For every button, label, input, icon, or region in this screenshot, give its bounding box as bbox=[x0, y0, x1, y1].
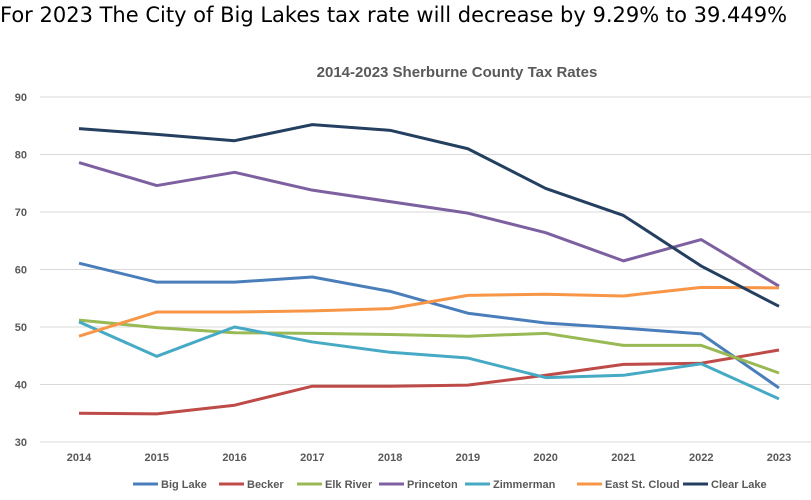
series-line-clear-lake bbox=[78, 123, 780, 308]
headline: For 2023 The City of Big Lakes tax rate … bbox=[0, 3, 788, 27]
y-tick-label: 60 bbox=[15, 265, 27, 277]
series-line-elk-river bbox=[78, 318, 780, 375]
series-line-east-st-cloud bbox=[78, 285, 780, 338]
y-tick-label: 80 bbox=[15, 150, 27, 162]
legend-label: East St. Cloud bbox=[605, 479, 680, 491]
x-tick-label: 2020 bbox=[533, 452, 557, 464]
legend-item: Becker bbox=[219, 479, 284, 491]
y-tick-label: 30 bbox=[15, 437, 27, 449]
legend-label: Big Lake bbox=[161, 479, 207, 491]
gridlines bbox=[40, 96, 811, 443]
legend-label: Elk River bbox=[325, 479, 373, 491]
series-line-princeton bbox=[78, 161, 780, 288]
legend-item: Elk River bbox=[297, 479, 373, 491]
y-axis: 30 40 50 60 70 80 90 bbox=[15, 92, 27, 449]
y-tick-label: 50 bbox=[15, 322, 27, 334]
series-lines bbox=[78, 123, 780, 416]
x-tick-label: 2018 bbox=[378, 452, 402, 464]
legend-item: Zimmerman bbox=[465, 479, 556, 491]
x-tick-label: 2017 bbox=[300, 452, 324, 464]
y-tick-label: 90 bbox=[15, 92, 27, 104]
legend-label: Clear Lake bbox=[711, 479, 767, 491]
series-line-becker bbox=[78, 348, 780, 416]
x-tick-label: 2022 bbox=[689, 452, 713, 464]
legend-item: Big Lake bbox=[133, 479, 207, 491]
x-tick-label: 2019 bbox=[456, 452, 480, 464]
series-line-zimmerman bbox=[78, 320, 780, 401]
x-axis: 2014 2015 2016 2017 2018 2019 2020 2021 2022 2023 bbox=[67, 452, 791, 464]
legend-label: Zimmerman bbox=[493, 479, 556, 491]
x-tick-label: 2014 bbox=[67, 452, 92, 464]
legend-item: Princeton bbox=[379, 479, 458, 491]
chart-title: 2014-2023 Sherburne County Tax Rates bbox=[317, 64, 598, 81]
x-tick-label: 2023 bbox=[767, 452, 791, 464]
x-tick-label: 2016 bbox=[222, 452, 246, 464]
x-tick-label: 2021 bbox=[611, 452, 635, 464]
legend: Big Lake Becker Elk River Princeton Zimmerma… bbox=[133, 479, 767, 491]
y-tick-label: 70 bbox=[15, 207, 27, 219]
y-tick-label: 40 bbox=[15, 380, 27, 392]
legend-item: East St. Cloud bbox=[577, 479, 680, 491]
x-tick-label: 2015 bbox=[145, 452, 169, 464]
legend-label: Princeton bbox=[407, 479, 458, 491]
legend-item: Clear Lake bbox=[683, 479, 767, 491]
legend-label: Becker bbox=[247, 479, 284, 491]
